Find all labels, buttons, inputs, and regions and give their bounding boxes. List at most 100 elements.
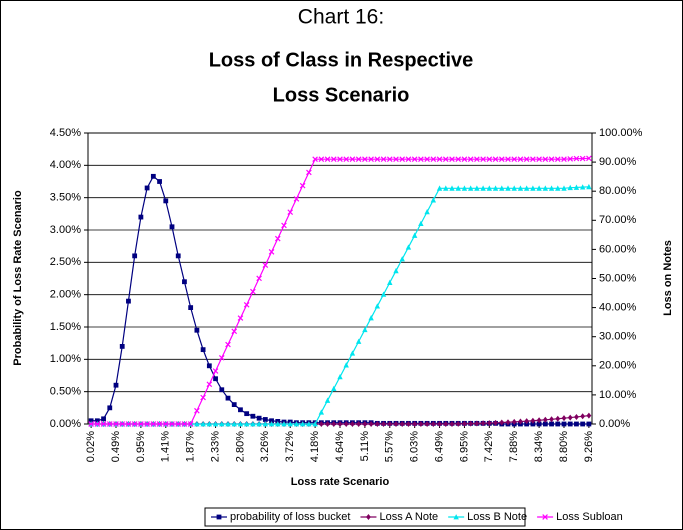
marker bbox=[250, 413, 256, 419]
marker bbox=[355, 156, 362, 163]
marker bbox=[187, 421, 194, 427]
x-tick-label: 5.11% bbox=[359, 431, 371, 462]
marker bbox=[455, 156, 462, 163]
marker bbox=[467, 185, 474, 191]
marker bbox=[237, 421, 244, 427]
marker bbox=[530, 421, 536, 427]
marker bbox=[212, 421, 219, 427]
marker bbox=[536, 421, 542, 427]
marker bbox=[524, 418, 530, 425]
marker bbox=[200, 394, 206, 401]
marker bbox=[219, 387, 225, 393]
marker bbox=[182, 279, 187, 285]
marker bbox=[181, 421, 188, 427]
chart-title: Chart 16: bbox=[298, 6, 384, 29]
series-markers bbox=[88, 155, 592, 427]
marker bbox=[318, 156, 325, 163]
marker bbox=[318, 409, 325, 415]
marker bbox=[250, 421, 256, 427]
marker bbox=[449, 420, 455, 427]
marker bbox=[225, 341, 231, 348]
marker bbox=[225, 421, 231, 427]
marker bbox=[175, 421, 182, 427]
marker bbox=[100, 421, 107, 427]
marker bbox=[523, 185, 530, 191]
marker bbox=[157, 179, 162, 184]
x-tick-label: 8.34% bbox=[533, 431, 545, 462]
marker bbox=[318, 421, 324, 427]
marker bbox=[498, 156, 505, 163]
marker bbox=[330, 156, 337, 163]
marker bbox=[343, 362, 349, 368]
marker bbox=[231, 328, 238, 335]
marker bbox=[268, 421, 275, 427]
marker bbox=[480, 185, 486, 191]
marker bbox=[200, 421, 206, 427]
marker bbox=[350, 421, 355, 427]
y2-tick-label: 100.00% bbox=[599, 127, 643, 139]
y-tick-label: 3.50% bbox=[50, 192, 81, 204]
marker bbox=[362, 326, 368, 333]
marker bbox=[536, 417, 542, 424]
marker bbox=[549, 416, 554, 423]
marker bbox=[418, 156, 424, 163]
marker bbox=[518, 418, 523, 425]
marker bbox=[567, 421, 573, 427]
marker bbox=[443, 420, 449, 427]
y2-tick-label: 10.00% bbox=[599, 389, 637, 401]
marker bbox=[548, 156, 555, 163]
marker bbox=[262, 262, 269, 268]
marker bbox=[574, 421, 579, 427]
marker bbox=[287, 421, 293, 427]
marker bbox=[368, 156, 374, 163]
marker bbox=[194, 421, 200, 427]
marker bbox=[138, 214, 144, 220]
marker bbox=[94, 421, 101, 427]
marker bbox=[418, 421, 424, 427]
marker bbox=[374, 303, 381, 309]
y-axis-title: Probability of Loss Rate Scenario bbox=[12, 190, 24, 366]
legend-marker bbox=[542, 514, 548, 520]
marker bbox=[561, 415, 567, 422]
marker bbox=[356, 421, 362, 427]
marker bbox=[455, 185, 461, 191]
legend-label: Loss A Note bbox=[379, 511, 438, 523]
marker bbox=[443, 185, 449, 191]
marker bbox=[555, 415, 561, 422]
marker bbox=[268, 249, 275, 255]
marker bbox=[126, 298, 131, 304]
marker bbox=[262, 417, 268, 422]
y2-tick-label: 40.00% bbox=[599, 302, 637, 314]
y2-tick-label: 80.00% bbox=[599, 185, 637, 197]
marker bbox=[250, 288, 256, 295]
marker bbox=[206, 381, 213, 388]
marker bbox=[393, 421, 399, 427]
marker bbox=[580, 421, 586, 427]
marker bbox=[393, 267, 399, 274]
marker bbox=[343, 156, 350, 163]
marker bbox=[206, 363, 212, 369]
marker bbox=[548, 185, 555, 191]
marker bbox=[573, 155, 580, 162]
marker bbox=[194, 407, 200, 414]
marker bbox=[219, 421, 225, 427]
marker bbox=[349, 350, 356, 356]
marker bbox=[555, 185, 561, 191]
marker bbox=[505, 185, 511, 191]
chart-subtitle: Loss Scenario bbox=[273, 84, 410, 106]
marker bbox=[343, 421, 349, 427]
marker bbox=[237, 315, 244, 321]
marker bbox=[405, 156, 412, 163]
marker bbox=[573, 184, 580, 190]
marker bbox=[218, 354, 225, 361]
marker bbox=[324, 156, 331, 163]
marker bbox=[312, 421, 318, 427]
marker bbox=[156, 421, 163, 427]
marker bbox=[281, 421, 287, 427]
marker bbox=[368, 315, 374, 321]
marker bbox=[542, 185, 549, 191]
marker bbox=[430, 421, 436, 427]
marker bbox=[362, 421, 368, 427]
marker bbox=[274, 235, 281, 242]
marker bbox=[492, 156, 499, 163]
